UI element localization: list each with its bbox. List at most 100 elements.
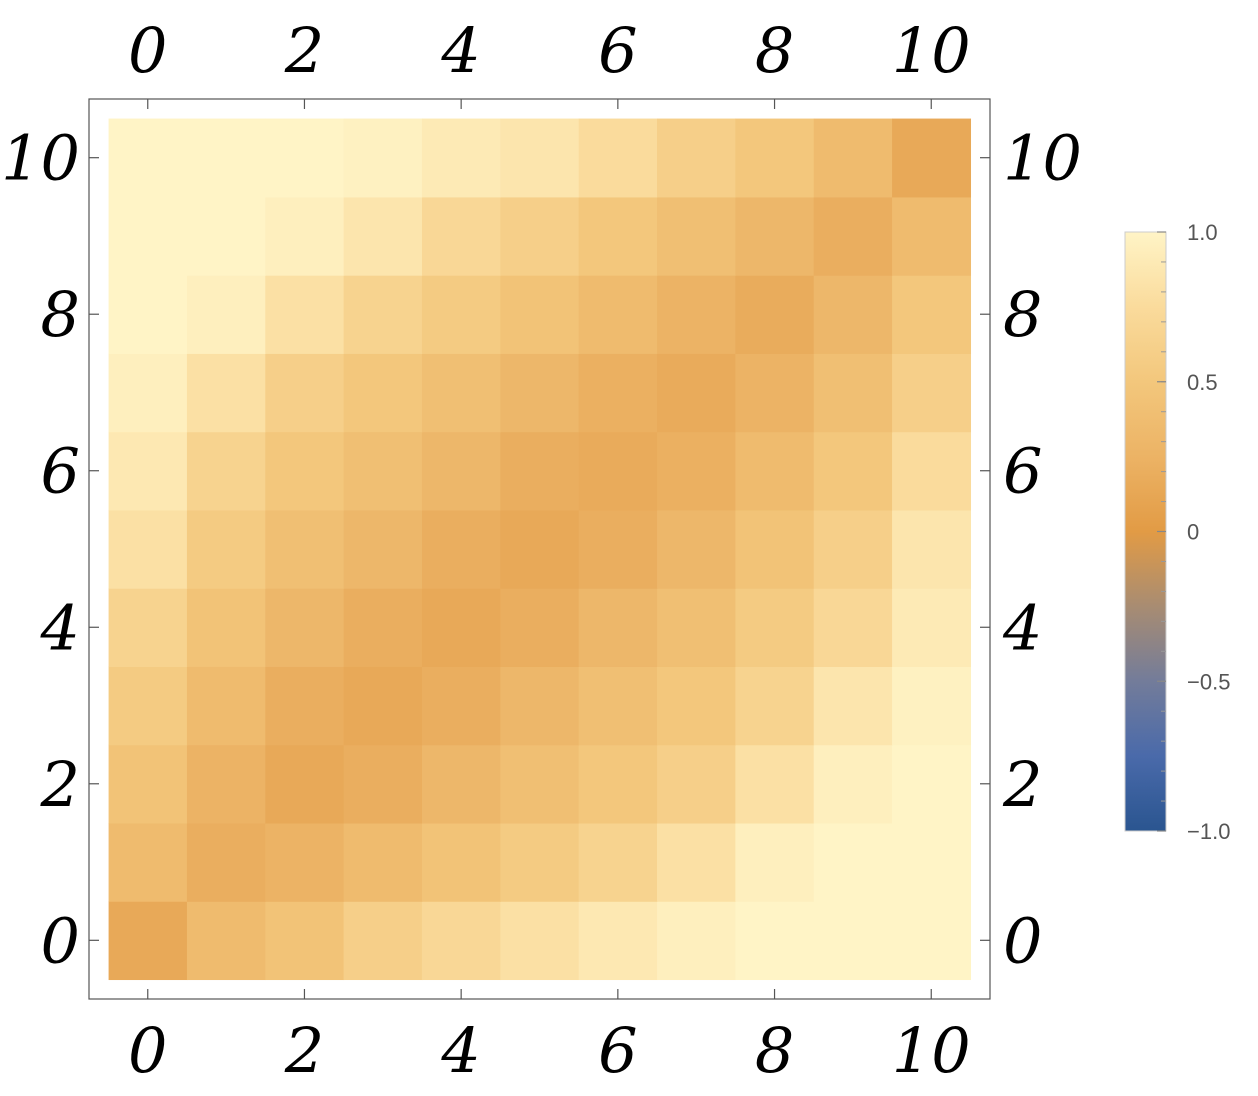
heatmap-cell xyxy=(265,509,345,589)
colorbar-tick-label: −0.5 xyxy=(1187,669,1230,694)
heatmap-cell xyxy=(265,822,345,902)
heatmap-cell xyxy=(343,822,423,902)
heatmap-cell xyxy=(657,431,736,511)
heatmap-cell xyxy=(735,353,815,433)
y-tick-label-right: 6 xyxy=(1003,435,1042,508)
y-tick-label-right: 8 xyxy=(1003,278,1042,351)
heatmap-cell xyxy=(892,822,972,902)
heatmap-cell xyxy=(892,353,972,433)
x-tick-label-top: 0 xyxy=(128,14,167,87)
heatmap-cell xyxy=(813,509,893,589)
heatmap-cell xyxy=(578,509,658,589)
heatmap-cell xyxy=(892,196,972,276)
heatmap-cell xyxy=(343,509,423,589)
y-tick-label: 2 xyxy=(40,748,80,821)
heatmap-cell xyxy=(578,431,658,511)
heatmap-cell xyxy=(421,666,501,746)
colorbar-gradient xyxy=(1124,231,1167,832)
y-tick-label: 6 xyxy=(41,435,80,508)
heatmap-cell xyxy=(343,118,423,198)
heatmap-cell xyxy=(578,744,658,824)
heatmap-cell xyxy=(735,118,815,198)
heatmap-cell xyxy=(265,666,345,746)
y-tick-label-right: 10 xyxy=(1003,122,1082,195)
x-tick-label: 8 xyxy=(755,1014,794,1087)
heatmap-cell xyxy=(108,901,188,981)
heatmap-cell xyxy=(108,196,188,276)
x-tick-label-top: 4 xyxy=(440,14,480,87)
heatmap-cell xyxy=(500,509,580,589)
colorbar-ticks: 1.0 0.5 0 −0.5 −1.0 xyxy=(1157,220,1230,844)
colorbar-tick-label: 0.5 xyxy=(1187,370,1218,395)
heatmap-cell xyxy=(265,118,345,198)
x-tick-label-top: 8 xyxy=(755,14,794,87)
heatmap-cell xyxy=(186,353,266,433)
heatmap-cell xyxy=(500,118,580,198)
heatmap-cell xyxy=(813,901,893,981)
heatmap-cell xyxy=(421,509,501,589)
y-tick-label: 10 xyxy=(1,122,80,195)
y-tick-label-right: 4 xyxy=(1002,591,1042,664)
heatmap-cell xyxy=(892,666,972,746)
heatmap-cell xyxy=(578,275,658,354)
heatmap-cell xyxy=(500,588,580,667)
heatmap-cell xyxy=(500,275,580,354)
heatmap-cell xyxy=(657,275,736,354)
heatmap-cell xyxy=(813,118,893,198)
heatmap-cell xyxy=(108,509,188,589)
heatmap-cell xyxy=(421,275,501,354)
colorbar-tick-label: 0 xyxy=(1187,520,1199,545)
heatmap-cell xyxy=(657,196,736,276)
heatmap-cell xyxy=(108,588,188,667)
heatmap-cell xyxy=(108,118,188,198)
heatmap-cell xyxy=(343,353,423,433)
heatmap-cell xyxy=(421,118,501,198)
heatmap-cell xyxy=(813,431,893,511)
heatmap-cell xyxy=(186,744,266,824)
heatmap-cell xyxy=(421,744,501,824)
heatmap-cell xyxy=(343,901,423,981)
heatmap-cell xyxy=(657,666,736,746)
heatmap-cell xyxy=(892,431,972,511)
heatmap-cell xyxy=(578,118,658,198)
heatmap-cell xyxy=(657,588,736,667)
heatmap-cell xyxy=(343,431,423,511)
y-tick-label-right: 0 xyxy=(1003,904,1042,977)
heatmap-cell xyxy=(813,353,893,433)
heatmap-cell xyxy=(813,588,893,667)
heatmap-cell xyxy=(108,431,188,511)
heatmap-cell xyxy=(421,431,501,511)
heatmap-cell xyxy=(892,118,972,198)
heatmap-cell xyxy=(421,353,501,433)
heatmap-cell xyxy=(343,744,423,824)
heatmap-cell xyxy=(186,431,266,511)
heatmap-cell xyxy=(500,666,580,746)
heatmap-cell xyxy=(892,901,972,981)
heatmap-cell xyxy=(578,666,658,746)
heatmap-cell xyxy=(421,588,501,667)
heatmap-cell xyxy=(892,588,972,667)
heatmap-cell xyxy=(500,744,580,824)
heatmap-cell xyxy=(343,275,423,354)
heatmap-cell xyxy=(735,196,815,276)
heatmap-cell xyxy=(265,431,345,511)
colorbar: 1.0 0.5 0 −0.5 −1.0 xyxy=(1124,220,1230,844)
heatmap-cell xyxy=(735,901,815,981)
heatmap-cell xyxy=(578,822,658,902)
x-tick-label: 4 xyxy=(440,1014,480,1087)
x-tick-label-top: 2 xyxy=(284,14,324,87)
y-tick-label: 0 xyxy=(41,904,80,977)
heatmap-cells xyxy=(108,118,972,981)
x-tick-label: 2 xyxy=(284,1014,324,1087)
colorbar-tick-label: −1.0 xyxy=(1187,819,1230,844)
heatmap-cell xyxy=(892,744,972,824)
heatmap-cell xyxy=(735,588,815,667)
heatmap-cell xyxy=(657,353,736,433)
heatmap-cell xyxy=(578,353,658,433)
heatmap-cell xyxy=(735,275,815,354)
heatmap-cell xyxy=(735,431,815,511)
heatmap-cell xyxy=(108,353,188,433)
heatmap-cell xyxy=(265,901,345,981)
heatmap-cell xyxy=(421,196,501,276)
